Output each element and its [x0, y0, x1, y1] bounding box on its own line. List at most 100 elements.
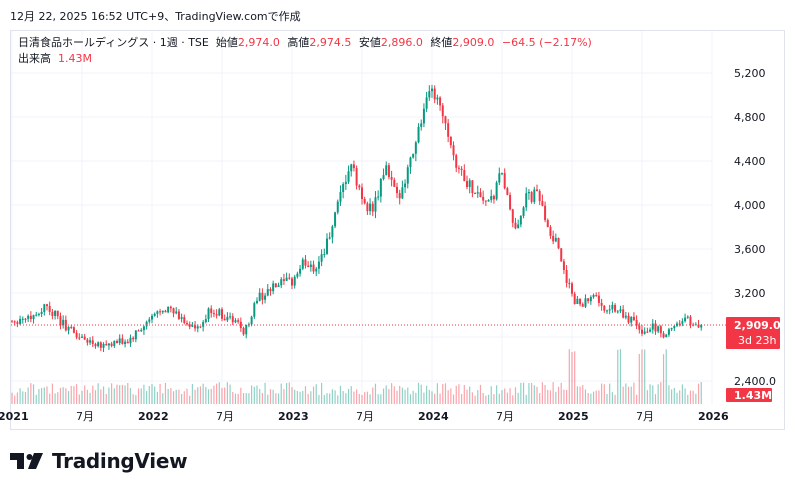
volume-bar — [541, 382, 543, 404]
candle — [121, 334, 124, 345]
volume-bar — [119, 385, 121, 404]
candle — [280, 277, 283, 289]
volume-bar — [234, 393, 237, 404]
candle — [132, 336, 135, 342]
volume-bar — [350, 386, 352, 404]
volume-bar — [404, 389, 406, 404]
candle — [347, 165, 350, 184]
volume-bar — [426, 385, 428, 404]
candle — [331, 224, 334, 244]
volume-bar — [310, 391, 312, 404]
candle — [72, 326, 75, 334]
candle — [544, 201, 547, 223]
candle — [99, 341, 102, 352]
volume-bar — [555, 391, 557, 404]
volume-bar — [466, 389, 468, 404]
volume-bar — [681, 384, 683, 404]
candle — [70, 325, 73, 329]
volume-bar — [156, 391, 158, 404]
candle — [124, 339, 127, 348]
candle — [606, 309, 608, 314]
volume-bar — [412, 390, 414, 404]
volume-bar — [504, 388, 506, 404]
volume-bar — [275, 393, 277, 404]
volume-bar — [342, 391, 344, 404]
volume-bar — [590, 393, 592, 404]
candle — [110, 341, 113, 348]
candle — [684, 313, 687, 323]
candle — [622, 305, 625, 319]
volume-bar — [380, 394, 382, 404]
volume-bar — [509, 388, 511, 404]
volume-bar — [321, 382, 323, 404]
volume-bar — [630, 386, 632, 404]
candle — [363, 196, 366, 205]
volume-bar — [229, 384, 231, 404]
candle — [439, 96, 442, 111]
volume-bar — [326, 393, 328, 404]
candle — [253, 301, 256, 319]
candle — [549, 225, 552, 239]
candle — [210, 305, 213, 318]
candle — [514, 217, 517, 230]
volume-bar — [86, 389, 88, 404]
volume-bar — [46, 386, 48, 404]
volume-bar — [576, 386, 578, 404]
candle — [457, 165, 460, 174]
volume-bar — [636, 394, 638, 404]
volume-bar — [366, 391, 368, 404]
volume-bar — [283, 389, 285, 404]
volume-bar — [304, 386, 307, 404]
brand-logo[interactable]: TradingView — [10, 449, 188, 473]
candle — [94, 342, 97, 349]
candle — [573, 291, 576, 305]
chart-legend: 日清食品ホールディングス · 1週 · TSE 始値2,974.0 高値2,97… — [18, 35, 596, 67]
candle — [97, 341, 100, 348]
candle — [581, 302, 584, 307]
candle — [460, 166, 463, 176]
legend-symbol[interactable]: 日清食品ホールディングス · 1週 · TSE — [18, 36, 209, 49]
volume-bar — [689, 390, 692, 404]
volume-bar — [89, 392, 91, 404]
volume-bar — [544, 385, 546, 404]
candle — [414, 140, 417, 162]
candle — [447, 119, 450, 143]
volume-bar — [288, 382, 290, 404]
candle — [587, 298, 590, 304]
volume-bar — [601, 383, 603, 404]
legend-open-value: 2,974.0 — [237, 36, 280, 49]
volume-bar — [216, 383, 218, 404]
volume-bar — [622, 386, 624, 404]
volume-bar — [116, 384, 118, 404]
candle — [495, 180, 498, 201]
volume-bar — [127, 383, 129, 404]
price-axis[interactable]: 2,400.0 3,200 3,600 4,000 4,400 4,800 5,200 — [734, 67, 776, 388]
volume-bar — [54, 393, 56, 404]
candle — [501, 172, 503, 176]
candle — [686, 315, 689, 319]
volume-bar — [606, 393, 608, 404]
volume-bar — [587, 392, 589, 404]
candle — [525, 187, 528, 211]
candle — [560, 248, 563, 262]
candle — [78, 333, 81, 341]
candle — [212, 309, 215, 318]
candle — [191, 322, 194, 328]
candle — [562, 258, 565, 274]
volume-bar — [493, 394, 495, 404]
candle — [630, 316, 633, 327]
time-axis[interactable]: 2021 7月 2022 7月 2023 7月 2024 7月 2025 7月 2026 — [0, 410, 729, 423]
volume-bar — [267, 394, 269, 404]
candle — [670, 327, 673, 332]
volume-bar — [240, 387, 242, 404]
volume-bar — [662, 354, 665, 404]
volume-bar — [385, 385, 387, 404]
candle — [320, 249, 323, 267]
price-badge-countdown: 3d 23h — [738, 334, 776, 347]
volume-bar — [100, 389, 102, 404]
candle — [635, 315, 638, 330]
candle — [81, 333, 83, 338]
volume-bar — [16, 392, 18, 404]
volume-bar — [307, 393, 309, 404]
